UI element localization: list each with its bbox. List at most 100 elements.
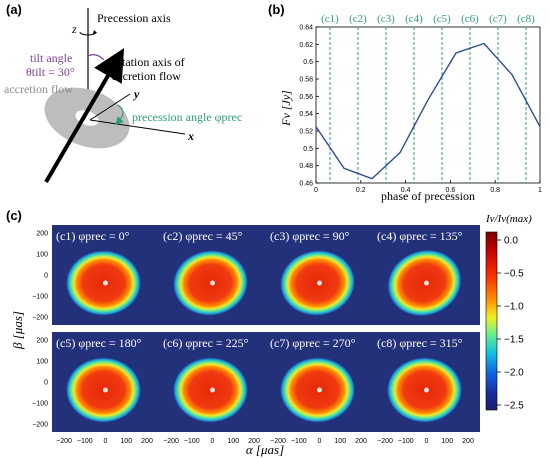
image-panel: (c3) φprec = 90°	[266, 225, 373, 325]
shadow-center	[317, 280, 322, 286]
phase-marker-label: (c8)	[517, 13, 535, 25]
tilt-angle-value: θtilt = 30°	[26, 65, 75, 79]
x-tick-label: 0.4	[401, 187, 411, 194]
image-panel: (c7) φprec = 270°	[266, 332, 373, 432]
x-tick-label: 0.8	[490, 187, 500, 194]
x-label: x	[187, 129, 194, 143]
shadow-center	[317, 387, 322, 393]
colorbar-label: Iν/Iν(max)	[485, 213, 532, 225]
colorbar-tick-label: 0.0	[504, 236, 518, 247]
x-tick-label: 1	[538, 187, 542, 194]
colorbar-tick-label: −0.5	[504, 269, 524, 280]
shadow-center	[210, 280, 215, 286]
alpha-tick-label: 0	[211, 438, 215, 445]
beta-tick-label: 200	[36, 231, 48, 238]
alpha-tick-label: −100	[398, 438, 414, 445]
y-tick-label: 0.56	[299, 94, 313, 101]
alpha-tick-label: −200	[270, 438, 286, 445]
image-panel: (c4) φprec = 135°	[373, 225, 480, 325]
y-tick-label: 0.46	[299, 181, 313, 188]
y-tick-label: 0.48	[299, 163, 313, 170]
beta-label: β [μas]	[10, 311, 25, 350]
image-label: (c3) φprec = 90°	[270, 229, 350, 243]
image-label: (c2) φprec = 45°	[163, 229, 243, 243]
y-tick-label: 0.5	[303, 146, 313, 153]
phase-marker-label: (c7)	[489, 13, 507, 25]
panel-a: (a) z Precession axis tilt angle θtilt =…	[4, 2, 242, 184]
y-tick-label: 0.64	[299, 25, 313, 32]
axis-ticks: 0 0.2 0.4 0.6 0.8 1 0.46 0.48 0.5 0.52 0.54 0.56 0.5…	[299, 25, 542, 195]
y-tick-label: 0.58	[299, 77, 313, 84]
alpha-tick-label: 100	[227, 438, 239, 445]
phase-markers: (c1) (c2) (c3) (c4) (c5) (c6) (c7) (c8)	[321, 13, 535, 183]
beta-tick-label: 100	[36, 359, 48, 366]
alpha-tick-label: −100	[184, 438, 200, 445]
alpha-tick-label: 200	[462, 438, 474, 445]
beta-tick-label: −200	[32, 315, 48, 322]
image-label: (c6) φprec = 225°	[163, 336, 249, 350]
precession-axis-label: Precession axis	[97, 11, 171, 25]
panel-c: (c) (c1) φprec = 0° (c2) φprec = 45° (c3) …	[6, 208, 532, 457]
alpha-tick-label: −200	[56, 438, 72, 445]
alpha-tick-label: 200	[355, 438, 367, 445]
colorbar-tick-label: −1.5	[504, 335, 524, 346]
alpha-tick-label: −100	[291, 438, 307, 445]
alpha-tick-label: 200	[248, 438, 260, 445]
shadow-center	[210, 387, 215, 393]
accretion-flow-label: accretion flow	[4, 82, 73, 96]
image-panel: (c6) φprec = 225°	[159, 332, 266, 432]
x-tick-label: 0	[314, 187, 318, 194]
y-label: y	[132, 87, 140, 101]
phase-marker-label: (c2)	[349, 13, 367, 25]
phase-marker-label: (c3)	[377, 13, 395, 25]
precession-rotation-arrowhead	[93, 30, 97, 34]
tilt-arc	[87, 54, 105, 61]
x-axis-line	[89, 119, 186, 135]
beta-tick-label: 0	[44, 380, 48, 387]
panel-b-letter: (b)	[268, 2, 285, 17]
colorbar-ticks: 0.0 −0.5 −1.0 −1.5 −2.0 −2.5	[497, 236, 524, 412]
plot-ylabel: Fν [Jy]	[279, 90, 293, 127]
precession-angle-arc	[115, 104, 124, 125]
rotation-axis-arrow	[44, 48, 125, 184]
y-tick-label: 0.6	[303, 59, 313, 66]
panel-c-letter: (c)	[6, 208, 22, 223]
alpha-tick-label: 200	[141, 438, 153, 445]
alpha-tick-label: 100	[334, 438, 346, 445]
alpha-label: α [μas]	[246, 442, 284, 457]
colorbar	[485, 231, 498, 411]
alpha-tick-label: 100	[441, 438, 453, 445]
panel-b: (b) (c1) (c2) (c3) (c4) (c5) (c6) (c7) (c8) 0 0.…	[268, 2, 542, 203]
panel-a-letter: (a)	[6, 2, 22, 17]
line-plot-frame	[315, 26, 541, 184]
y-tick-label: 0.62	[299, 42, 313, 49]
y-tick-label: 0.52	[299, 129, 313, 136]
phase-marker-label: (c5)	[433, 13, 451, 25]
shadow-center	[424, 387, 429, 393]
tilt-angle-label: tilt angle	[30, 51, 72, 65]
image-panel: (c1) φprec = 0°	[52, 225, 159, 325]
rotation-axis-label-1: rotation axis of	[112, 55, 185, 69]
beta-tick-label: 0	[44, 273, 48, 280]
beta-tick-label: −200	[32, 422, 48, 429]
x-tick-label: 0.6	[446, 187, 456, 194]
beta-tick-label: 200	[36, 338, 48, 345]
image-label: (c1) φprec = 0°	[56, 229, 130, 243]
phase-marker-label: (c1)	[321, 13, 339, 25]
beta-tick-label: −100	[32, 294, 48, 301]
image-label: (c7) φprec = 270°	[270, 336, 356, 350]
beta-tick-label: 100	[36, 252, 48, 259]
image-panel: (c8) φprec = 315°	[373, 332, 480, 432]
x-tick-label: 0.2	[356, 187, 366, 194]
flux-line	[315, 42, 541, 180]
z-label: z	[71, 22, 77, 36]
alpha-tick-label: 100	[120, 438, 132, 445]
alpha-tick-label: −200	[377, 438, 393, 445]
image-panel: (c5) φprec = 180°	[52, 332, 159, 432]
colorbar-tick-label: −1.0	[504, 302, 524, 313]
beta-tick-label: −100	[32, 401, 48, 408]
y-tick-label: 0.54	[299, 111, 313, 118]
shadow-center	[424, 280, 429, 286]
image-label: (c5) φprec = 180°	[56, 336, 142, 350]
